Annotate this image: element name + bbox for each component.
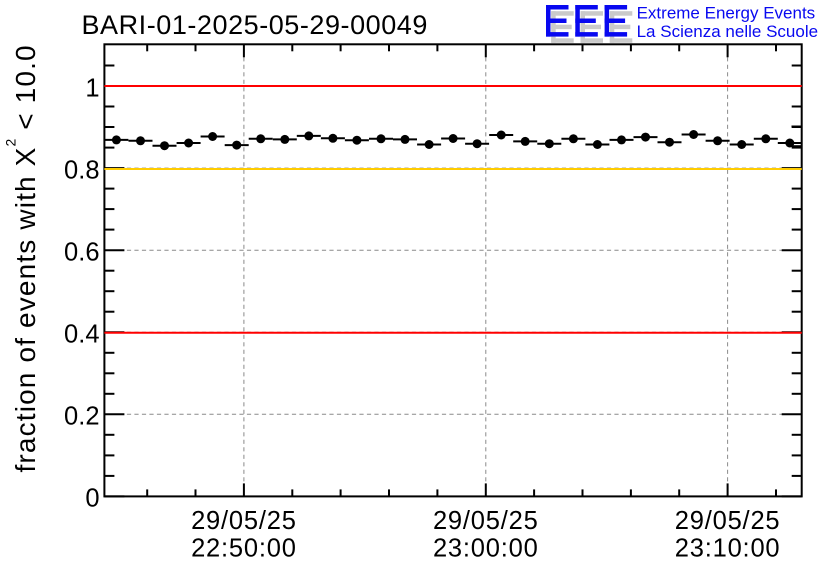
svg-text:23:00:00: 23:00:00	[433, 534, 539, 562]
svg-text:22:50:00: 22:50:00	[191, 534, 297, 562]
svg-text:BARI-01-2025-05-29-00049: BARI-01-2025-05-29-00049	[82, 10, 428, 40]
svg-text:0: 0	[85, 485, 99, 513]
svg-text:La Scienza nelle Scuole: La Scienza nelle Scuole	[637, 22, 818, 41]
svg-text:Extreme Energy Events: Extreme Energy Events	[637, 4, 816, 23]
svg-text:29/05/25: 29/05/25	[433, 507, 539, 535]
svg-text:0.4: 0.4	[64, 321, 99, 349]
svg-text:0.6: 0.6	[64, 239, 99, 267]
svg-text:0.8: 0.8	[64, 156, 99, 184]
svg-text:23:10:00: 23:10:00	[675, 534, 781, 562]
svg-text:fraction of events with X2 < 1: fraction of events with X2 < 10.0	[3, 44, 41, 472]
svg-text:1: 1	[85, 74, 99, 102]
svg-text:29/05/25: 29/05/25	[191, 507, 297, 535]
svg-text:0.2: 0.2	[64, 403, 99, 431]
svg-text:29/05/25: 29/05/25	[675, 507, 781, 535]
